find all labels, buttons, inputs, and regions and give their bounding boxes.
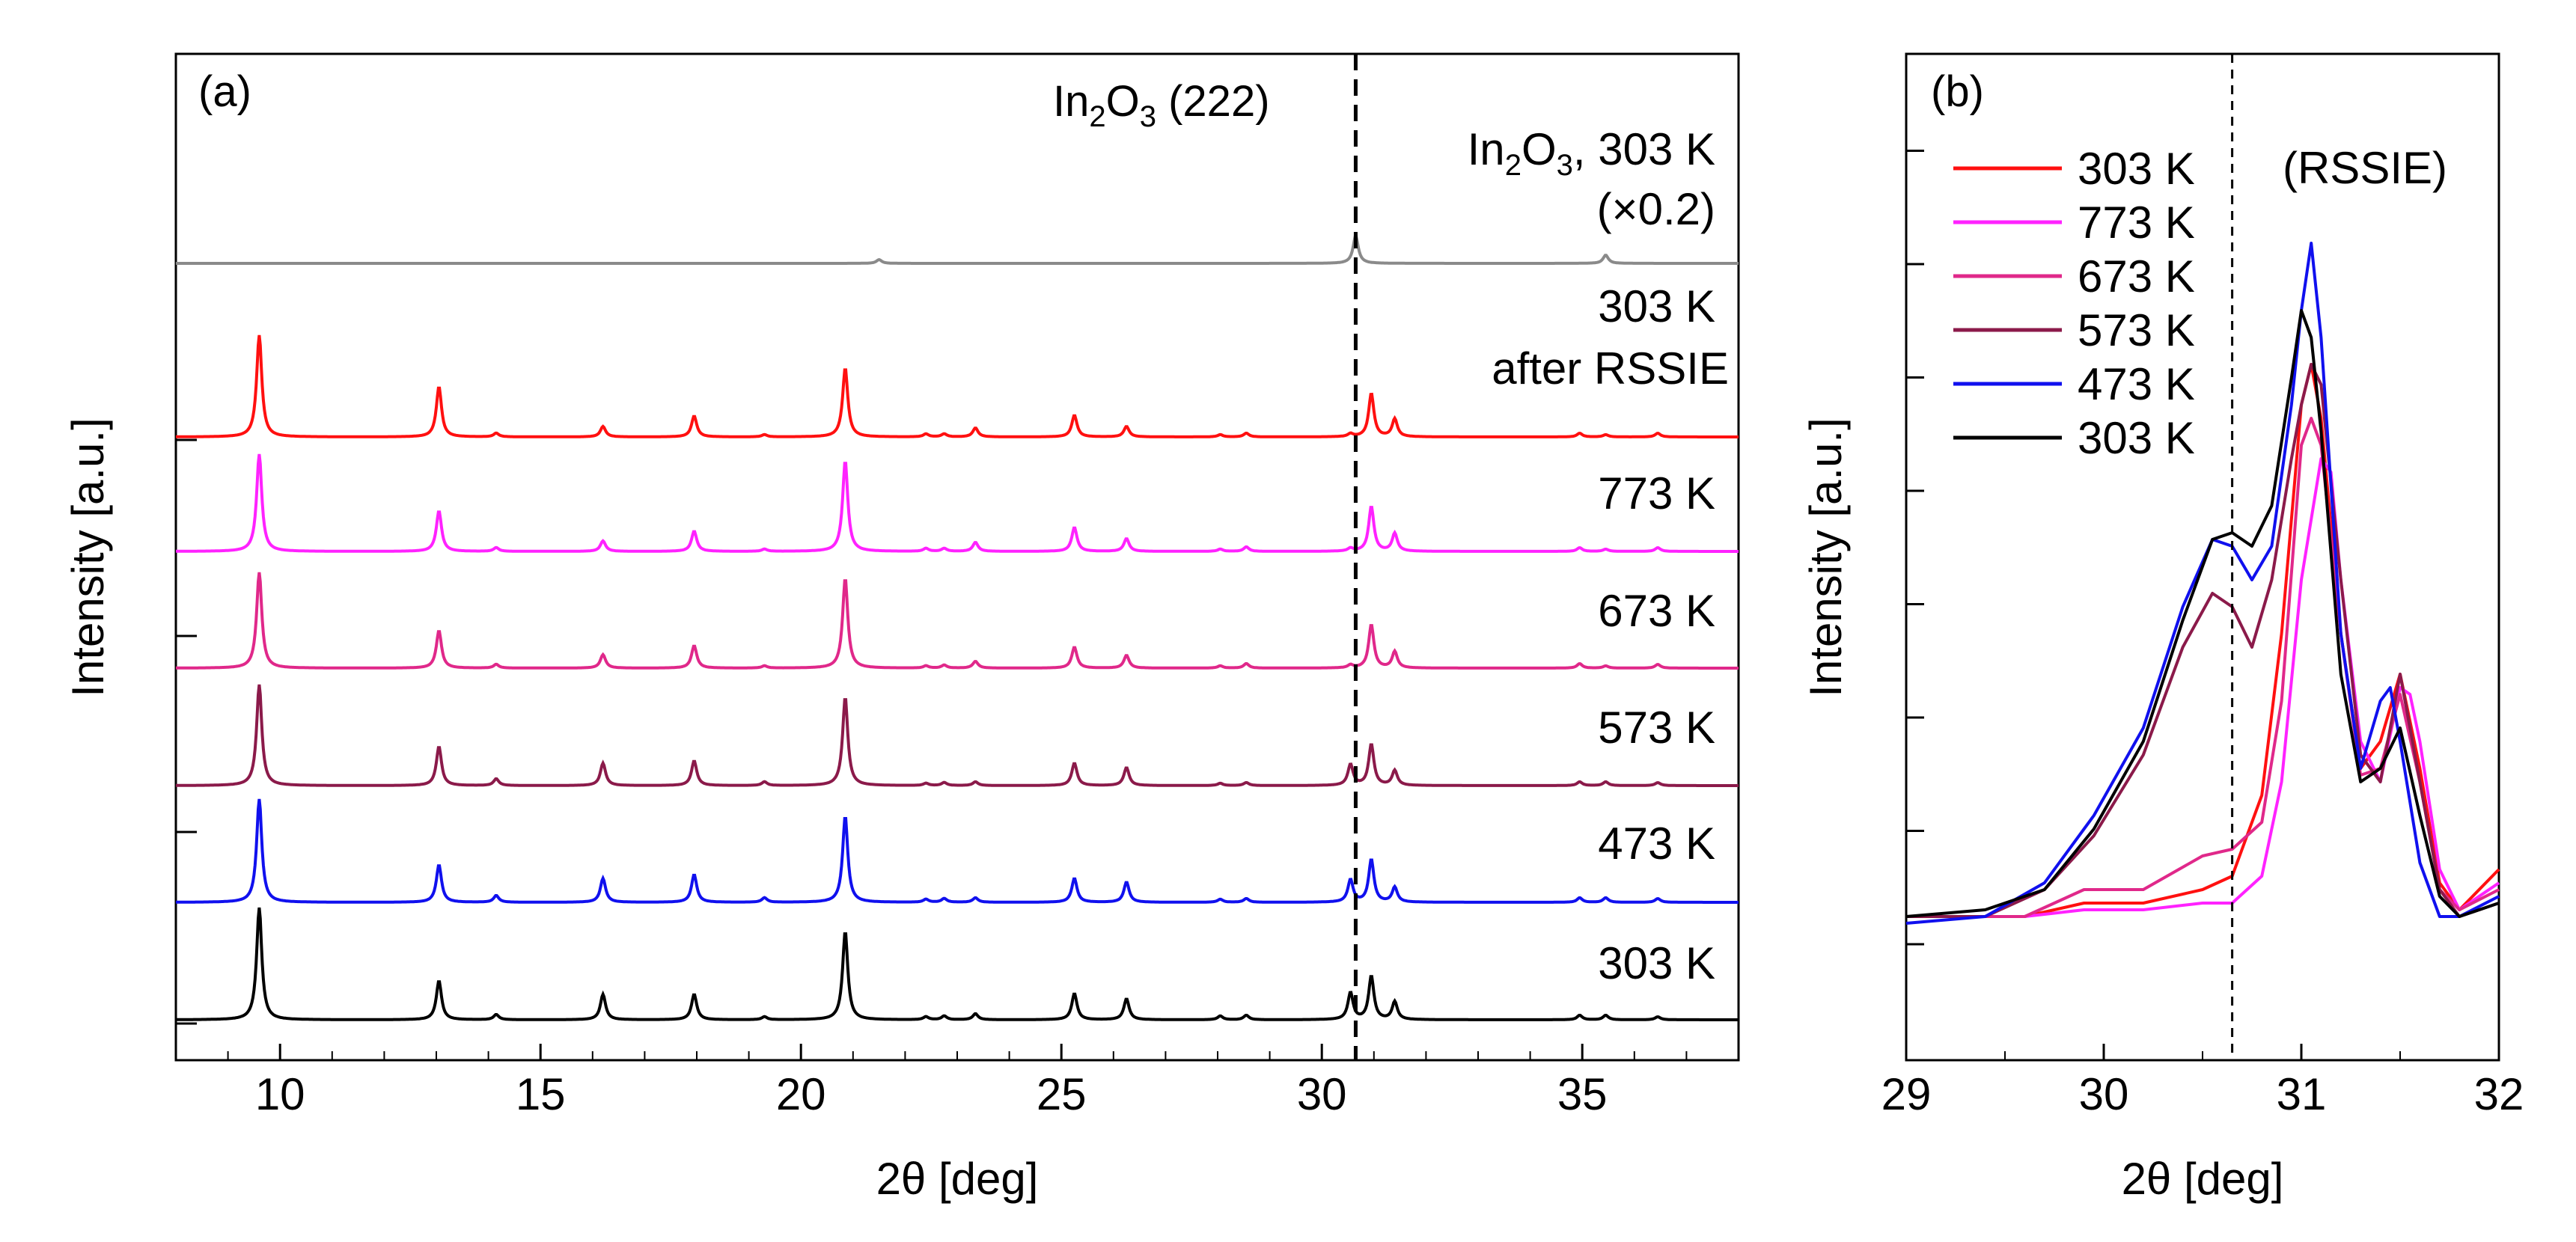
legend-label-0: 303 K [2078, 144, 2195, 194]
x-tick-label-b-30: 30 [2079, 1069, 2129, 1119]
legend-label-1: 773 K [2078, 198, 2195, 248]
series-label-a-6: In2O3, 303 K [1468, 124, 1715, 182]
legend-label-5: 303 K [2078, 413, 2195, 463]
pattern-curve-6 [176, 235, 1739, 265]
series-label2-a-6: (×0.2) [1597, 184, 1715, 234]
in2o3-222-annotation: In2O3 (222) [1053, 77, 1270, 133]
zoom-curve-3 [1906, 363, 2500, 918]
zoom-curve-2 [1906, 417, 2500, 918]
panel-b-x-label: 2θ [deg] [2122, 1154, 2284, 1204]
x-tick-label-b-32: 32 [2474, 1069, 2524, 1119]
series-label-a-4: 773 K [1598, 468, 1715, 518]
panel-a-label: (a) [198, 67, 251, 116]
pattern-curve-2 [176, 684, 1739, 787]
legend-label-3: 573 K [2078, 305, 2195, 355]
pattern-curve-3 [176, 572, 1739, 670]
x-tick-label-b-31: 31 [2277, 1069, 2327, 1119]
panel-a-series-labels: 303 K 473 K 573 K 673 K 773 K 303 K after RSSI… [1468, 124, 1729, 988]
pattern-curve-0 [176, 907, 1739, 1021]
x-tick-label-b-29: 29 [1881, 1069, 1932, 1119]
panel-a-x-label: 2θ [deg] [876, 1154, 1039, 1204]
panel-b-curves [1905, 242, 2500, 925]
zoom-curve-0 [1906, 363, 2500, 918]
panel-b-y-ticks [1906, 150, 1924, 946]
panel-a-x-axis: 10 15 20 25 30 35 [227, 1044, 1688, 1119]
x-tick-label-a-30: 30 [1297, 1069, 1347, 1119]
legend-rssie-note: (RSSIE) [2283, 143, 2447, 193]
series-label-a-3: 673 K [1598, 586, 1715, 636]
panel-b-label: (b) [1931, 67, 1984, 116]
x-tick-label-a-35: 35 [1557, 1069, 1608, 1119]
zoom-curve-4 [1905, 242, 2500, 925]
panel-a: 10 15 20 25 30 35 (a) In2O3 (222) 303 K 473 K 5… [63, 52, 1740, 1204]
panel-a-frame [174, 52, 1740, 1062]
panel-a-y-ticks [176, 438, 197, 1025]
panel-b-y-label: Intensity [a.u.] [1801, 417, 1851, 697]
series-label2-a-5: after RSSIE [1492, 343, 1729, 394]
pattern-curve-5 [176, 334, 1739, 438]
series-label-a-1: 473 K [1598, 819, 1715, 869]
x-tick-label-a-20: 20 [776, 1069, 826, 1119]
panel-a-y-label: Intensity [a.u.] [63, 417, 113, 697]
series-label-a-0: 303 K [1598, 938, 1715, 988]
zoom-curve-1 [1906, 457, 2500, 918]
zoom-curve-5 [1905, 309, 2500, 918]
x-tick-label-a-25: 25 [1037, 1069, 1087, 1119]
x-tick-label-a-15: 15 [516, 1069, 566, 1119]
x-tick-label-a-10: 10 [255, 1069, 305, 1119]
pattern-curve-4 [176, 453, 1739, 553]
series-label-a-5: 303 K [1598, 281, 1715, 331]
legend-label-2: 673 K [2078, 251, 2195, 302]
series-label-a-2: 573 K [1598, 703, 1715, 753]
legend-label-4: 473 K [2078, 359, 2195, 409]
pattern-curve-1 [176, 798, 1739, 904]
panel-a-curves [176, 235, 1739, 1021]
panel-b-x-axis: 29 30 31 32 [1881, 1044, 2524, 1119]
